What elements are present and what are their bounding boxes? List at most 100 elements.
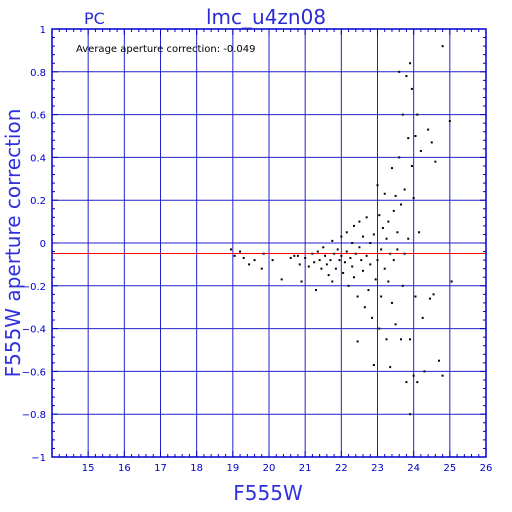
data-point xyxy=(441,45,444,48)
data-point xyxy=(401,113,404,116)
data-point xyxy=(427,128,430,131)
data-point xyxy=(362,235,365,238)
data-point xyxy=(398,70,401,73)
data-points xyxy=(230,45,453,416)
data-point xyxy=(419,149,422,152)
data-point xyxy=(340,235,343,238)
data-point xyxy=(392,259,395,262)
y-tick-label: 0.2 xyxy=(30,196,46,207)
data-point xyxy=(387,220,390,223)
data-point xyxy=(448,120,451,123)
data-point xyxy=(327,274,330,277)
data-point xyxy=(233,254,236,257)
data-point xyxy=(230,248,233,251)
y-tick-label: −1 xyxy=(31,453,46,464)
y-tick-label: 0.4 xyxy=(30,153,46,164)
data-point xyxy=(360,259,363,262)
data-point xyxy=(412,197,415,200)
data-point xyxy=(441,374,444,377)
y-tick-label: −0.2 xyxy=(22,282,46,293)
y-tick-labels: −1 −0.8 −0.6 −0.4 −0.2 0 0.2 0.4 0.6 0.8 1 xyxy=(22,25,46,464)
data-point xyxy=(334,267,337,270)
x-tick-label: 23 xyxy=(371,463,384,474)
data-point xyxy=(385,338,388,341)
data-point xyxy=(398,156,401,159)
data-point xyxy=(405,381,408,384)
data-point xyxy=(372,233,375,236)
y-tick-label: 0.6 xyxy=(30,111,46,122)
data-point xyxy=(345,231,348,234)
data-point xyxy=(336,248,339,251)
chip-label: PC xyxy=(84,9,105,28)
data-point xyxy=(369,242,372,244)
data-point xyxy=(450,280,453,283)
y-tick-label: 1 xyxy=(40,25,46,36)
data-point xyxy=(293,254,296,257)
data-point xyxy=(242,256,245,259)
y-tick-label: 0 xyxy=(40,239,46,250)
data-point xyxy=(333,252,336,255)
data-point xyxy=(383,192,386,195)
data-point xyxy=(414,295,417,298)
x-tick-label: 22 xyxy=(335,463,348,474)
data-point xyxy=(412,374,415,377)
x-axis-title: F555W xyxy=(233,481,303,505)
data-point xyxy=(362,269,365,272)
data-point xyxy=(322,246,325,249)
x-tick-labels: 15 16 17 18 19 20 21 22 23 24 25 26 xyxy=(82,463,493,474)
data-point xyxy=(271,259,274,262)
data-point xyxy=(358,246,361,249)
data-point xyxy=(385,237,388,240)
x-tick-label: 25 xyxy=(443,463,456,474)
x-tick-label: 19 xyxy=(226,463,239,474)
data-point xyxy=(378,214,381,217)
data-point xyxy=(320,267,323,270)
data-point xyxy=(315,289,318,292)
data-point xyxy=(331,239,334,242)
data-point xyxy=(248,263,251,266)
data-point xyxy=(371,316,374,319)
data-point xyxy=(390,167,393,170)
average-correction-annotation: Average aperture correction: -0.049 xyxy=(76,44,256,55)
data-point xyxy=(325,263,328,266)
y-tick-label: −0.8 xyxy=(22,410,46,421)
data-point xyxy=(394,323,397,326)
data-point xyxy=(296,254,299,257)
data-point xyxy=(394,194,397,197)
data-point xyxy=(405,75,408,78)
data-point xyxy=(407,237,410,240)
data-point xyxy=(351,242,354,244)
data-point xyxy=(358,220,361,223)
data-point xyxy=(392,209,395,212)
chart-title: lmc_u4zn08 xyxy=(206,5,326,29)
data-point xyxy=(389,252,392,255)
data-point xyxy=(418,231,421,234)
data-point xyxy=(403,252,406,255)
data-point xyxy=(331,280,334,283)
data-point xyxy=(313,261,316,264)
data-point xyxy=(380,295,383,298)
data-point xyxy=(239,250,242,253)
data-point xyxy=(414,135,417,137)
x-tick-label: 18 xyxy=(190,463,203,474)
data-point xyxy=(298,263,301,266)
data-point xyxy=(363,306,366,309)
data-point xyxy=(387,280,390,283)
data-point xyxy=(374,278,377,281)
data-point xyxy=(383,267,386,270)
data-point xyxy=(354,252,357,255)
data-point xyxy=(416,381,419,384)
data-point xyxy=(416,113,419,116)
data-point xyxy=(376,184,379,187)
data-point xyxy=(356,340,359,343)
data-point xyxy=(378,327,381,330)
data-point xyxy=(352,224,355,227)
data-point xyxy=(351,265,354,268)
data-point xyxy=(403,188,406,191)
data-point xyxy=(401,284,404,287)
data-point xyxy=(421,316,424,319)
data-point xyxy=(437,359,440,362)
x-tick-label: 17 xyxy=(154,463,167,474)
x-tick-label: 21 xyxy=(299,463,312,474)
data-point xyxy=(280,278,283,281)
